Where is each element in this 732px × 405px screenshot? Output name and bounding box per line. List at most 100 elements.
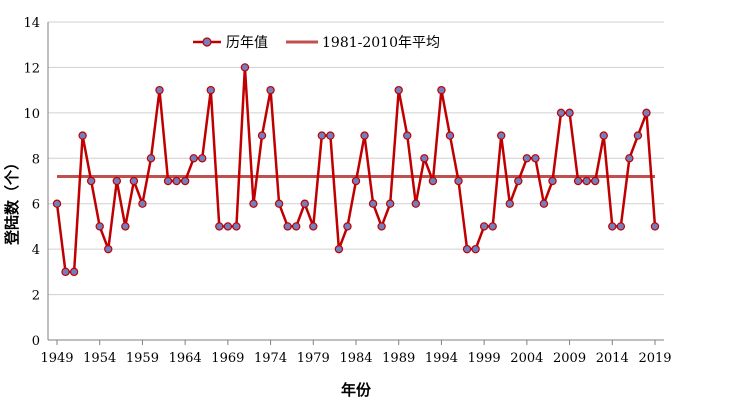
x-tick-label: 2004 bbox=[510, 351, 543, 366]
data-point-1954 bbox=[95, 222, 104, 231]
y-tick-label: 8 bbox=[32, 152, 40, 167]
data-point-1974 bbox=[266, 85, 275, 95]
data-point-2003 bbox=[514, 176, 523, 186]
x-tick-label: 1949 bbox=[40, 351, 73, 366]
data-point-1975 bbox=[274, 199, 284, 208]
data-point-2004 bbox=[522, 154, 532, 163]
legend-label-average: 1981-2010年平均 bbox=[322, 35, 440, 51]
data-point-1990 bbox=[403, 131, 412, 140]
data-point-1972 bbox=[249, 199, 258, 208]
data-point-2012 bbox=[591, 176, 600, 186]
axes bbox=[47, 22, 664, 345]
x-tick-labels: 1949 1954 1959 1964 1969 1974 1979 1984 1989 1994… bbox=[40, 351, 671, 366]
data-point-1968 bbox=[215, 222, 224, 231]
x-tick-label: 2014 bbox=[596, 351, 629, 366]
y-tick-label: 0 bbox=[32, 334, 40, 349]
data-point-1999 bbox=[479, 222, 489, 231]
data-point-2016 bbox=[625, 154, 634, 163]
data-point-1958 bbox=[129, 176, 139, 186]
gridlines bbox=[48, 21, 664, 296]
y-tick-label: 10 bbox=[23, 107, 40, 122]
data-point-2019 bbox=[650, 222, 660, 231]
data-point-1950 bbox=[61, 267, 70, 277]
x-tick-label: 1989 bbox=[382, 351, 415, 366]
data-point-1964 bbox=[180, 176, 190, 186]
y-tick-label: 2 bbox=[32, 289, 40, 304]
data-point-1992 bbox=[420, 154, 429, 163]
x-tick-label: 1974 bbox=[254, 351, 287, 366]
data-point-1977 bbox=[292, 222, 301, 231]
data-point-2015 bbox=[616, 222, 626, 231]
data-point-2007 bbox=[548, 176, 557, 186]
x-tick-label: 1969 bbox=[211, 351, 244, 366]
data-point-2014 bbox=[608, 222, 617, 231]
data-point-1952 bbox=[78, 131, 87, 140]
data-point-2010 bbox=[573, 176, 583, 186]
data-point-1956 bbox=[112, 176, 122, 186]
x-tick-label: 1959 bbox=[126, 351, 159, 366]
annual-series-layer bbox=[55, 66, 657, 274]
data-point-1991 bbox=[411, 199, 420, 208]
x-tick-label: 1979 bbox=[297, 351, 330, 366]
data-point-1951 bbox=[69, 267, 79, 277]
y-tick-label: 14 bbox=[23, 16, 40, 31]
data-point-1949 bbox=[52, 199, 62, 208]
x-axis-title: 年份 bbox=[341, 381, 372, 399]
data-point-2000 bbox=[488, 222, 497, 231]
data-point-1961 bbox=[155, 85, 164, 95]
x-tick-label: 2009 bbox=[553, 351, 586, 366]
data-point-1986 bbox=[368, 199, 378, 208]
data-point-1984 bbox=[351, 176, 361, 186]
data-point-1996 bbox=[454, 176, 463, 186]
data-point-1980 bbox=[317, 131, 327, 140]
data-point-1989 bbox=[394, 85, 403, 95]
legend: 历年值 1981-2010年平均 bbox=[193, 35, 440, 51]
data-point-1955 bbox=[104, 244, 113, 254]
data-point-1988 bbox=[385, 199, 395, 208]
x-tick-label: 1954 bbox=[83, 351, 116, 366]
data-point-1985 bbox=[360, 131, 369, 140]
series-line-annual bbox=[55, 66, 657, 274]
data-point-1973 bbox=[257, 131, 267, 140]
data-point-1978 bbox=[300, 199, 309, 208]
data-point-1963 bbox=[172, 176, 181, 186]
data-point-2008 bbox=[556, 108, 566, 118]
data-point-2009 bbox=[565, 108, 574, 118]
data-point-2017 bbox=[633, 131, 643, 140]
data-point-1998 bbox=[471, 244, 480, 254]
y-tick-label: 12 bbox=[23, 61, 40, 76]
x-tick-label: 1964 bbox=[169, 351, 202, 366]
data-point-2001 bbox=[497, 131, 506, 140]
data-point-1979 bbox=[309, 222, 318, 231]
data-point-1962 bbox=[163, 176, 173, 186]
legend-label-annual: 历年值 bbox=[226, 35, 268, 51]
data-point-2013 bbox=[599, 131, 608, 140]
data-point-1987 bbox=[377, 222, 386, 231]
legend-marker-annual bbox=[202, 37, 212, 47]
data-point-1997 bbox=[462, 244, 472, 254]
data-point-1995 bbox=[445, 131, 455, 140]
data-point-1953 bbox=[86, 176, 96, 186]
data-point-1966 bbox=[198, 154, 207, 163]
data-point-1969 bbox=[223, 222, 233, 231]
data-point-1993 bbox=[428, 176, 438, 186]
data-point-1976 bbox=[283, 222, 292, 231]
data-point-1970 bbox=[232, 222, 241, 231]
data-point-1959 bbox=[138, 199, 147, 208]
data-point-2018 bbox=[642, 108, 651, 118]
data-point-1971 bbox=[240, 63, 250, 72]
data-point-2005 bbox=[531, 154, 540, 163]
data-point-2002 bbox=[505, 199, 514, 208]
x-tick-label: 1984 bbox=[339, 351, 372, 366]
data-point-1960 bbox=[146, 154, 156, 163]
x-tick-label: 1999 bbox=[468, 351, 501, 366]
y-tick-label: 6 bbox=[32, 198, 40, 213]
data-point-1967 bbox=[206, 85, 215, 95]
data-point-2011 bbox=[582, 176, 591, 186]
data-point-1981 bbox=[326, 131, 335, 140]
x-tick-label: 1994 bbox=[425, 351, 458, 366]
data-point-2006 bbox=[539, 199, 549, 208]
x-tick-label: 2019 bbox=[638, 351, 671, 366]
data-point-1982 bbox=[334, 244, 344, 254]
